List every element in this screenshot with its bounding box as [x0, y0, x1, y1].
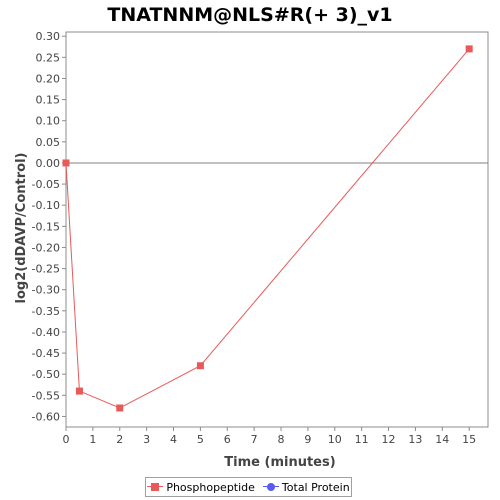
x-tick-label: 6: [224, 433, 231, 446]
phosphopeptide-data-point: [465, 45, 473, 53]
x-tick-label: 10: [328, 433, 342, 446]
y-tick-label: 0.05: [36, 136, 61, 149]
legend-label-total-protein: Total Protein: [281, 480, 350, 494]
y-tick-label: -0.25: [32, 263, 60, 276]
y-tick-label: 0.15: [36, 94, 61, 107]
x-tick-label: 5: [197, 433, 204, 446]
phosphopeptide-legend-marker: [147, 482, 164, 492]
total-protein-legend-marker: [262, 482, 279, 492]
y-axis-title: log2(dDAVP/Control): [14, 153, 29, 304]
x-tick-label: 3: [143, 433, 150, 446]
y-tick-label: 0.30: [36, 30, 61, 43]
x-tick-label: 8: [278, 433, 285, 446]
y-tick-label: -0.15: [32, 220, 60, 233]
phosphopeptide-data-point: [196, 362, 204, 370]
legend-item-total-protein: Total Protein: [262, 480, 350, 494]
x-tick-label: 2: [116, 433, 123, 446]
legend-item-phosphopeptide: Phosphopeptide: [147, 481, 255, 494]
y-tick-label: -0.35: [32, 305, 60, 318]
legend: Phosphopeptide Total Protein: [145, 477, 352, 497]
y-tick-label: -0.05: [32, 178, 60, 191]
x-tick-label: 15: [462, 433, 476, 446]
x-tick-label: 0: [63, 433, 70, 446]
phosphopeptide-data-point: [62, 159, 70, 167]
phosphopeptide-data-point: [116, 404, 124, 412]
y-tick-label: -0.55: [32, 389, 60, 402]
x-tick-label: 11: [355, 433, 369, 446]
y-tick-label: 0.20: [36, 72, 61, 85]
y-tick-label: 0.00: [36, 157, 61, 170]
x-tick-label: 12: [382, 433, 396, 446]
legend-label-phosphopeptide: Phosphopeptide: [166, 480, 255, 494]
x-tick-label: 4: [170, 433, 177, 446]
x-tick-label: 14: [435, 433, 449, 446]
y-tick-label: -0.20: [32, 241, 60, 254]
phosphopeptide-data-point: [75, 387, 83, 395]
y-tick-label: 0.10: [36, 115, 61, 128]
x-tick-label: 9: [304, 433, 311, 446]
x-tick-label: 13: [408, 433, 422, 446]
x-tick-label: 7: [251, 433, 258, 446]
y-tick-label: -0.50: [32, 368, 60, 381]
y-tick-label: 0.25: [36, 51, 61, 64]
plot-area: [65, 31, 489, 428]
y-tick-label: -0.30: [32, 284, 60, 297]
y-tick-label: -0.45: [32, 347, 60, 360]
y-tick-label: -0.40: [32, 326, 60, 339]
chart-title: TNATNNM@NLS#R(+ 3)_v1: [107, 4, 393, 26]
y-tick-label: -0.60: [32, 410, 60, 423]
y-tick-label: -0.10: [32, 199, 60, 212]
x-tick-label: 1: [89, 433, 96, 446]
x-axis-title: Time (minutes): [224, 455, 335, 470]
